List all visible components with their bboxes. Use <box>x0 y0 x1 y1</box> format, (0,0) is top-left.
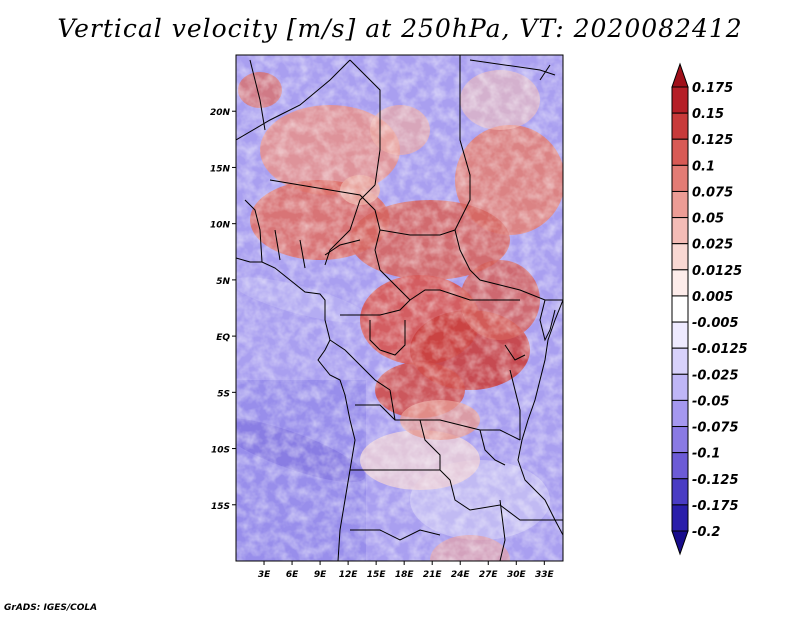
lat-label: 10S <box>211 446 230 456</box>
longitude-axis: 3E 6E 9E 12E 15E 18E 21E 24E 27E 30E 33E <box>258 561 555 580</box>
lat-label: 20N <box>210 108 231 118</box>
colorbar-segment <box>671 426 689 454</box>
lon-label: 12E <box>339 570 359 580</box>
lon-label: 30E <box>507 570 527 580</box>
colorbar-label: -0.0125 <box>692 342 748 357</box>
colorbar-label: -0.175 <box>692 499 739 514</box>
colorbar-segment <box>671 347 689 375</box>
colorbar-segment <box>671 399 689 428</box>
colorbar-segment <box>671 217 689 245</box>
latitude-axis: 20N 15N 10N 5N EQ 5S 10S 15S <box>210 108 236 512</box>
colorbar-label: 0.1 <box>692 159 715 174</box>
colorbar-label: 0.005 <box>692 290 733 305</box>
lon-label: 27E <box>479 570 499 580</box>
colorbar-label: 0.15 <box>692 107 724 122</box>
colorbar-label: -0.005 <box>692 316 739 331</box>
colorbar-label: -0.05 <box>692 394 729 409</box>
lon-label: 24E <box>451 570 471 580</box>
colorbar-segment <box>671 321 689 349</box>
colorbar-label: 0.125 <box>692 133 733 148</box>
lon-label: 9E <box>314 570 327 580</box>
colorbar-segment <box>671 269 689 297</box>
colorbar-segment <box>671 373 689 401</box>
colorbar-label: 0.075 <box>692 185 733 200</box>
lat-label: 15S <box>211 502 230 512</box>
colorbar-segment <box>671 452 689 480</box>
colorbar-label: 0.025 <box>692 238 733 253</box>
map-frame <box>235 54 564 562</box>
colorbar-label: -0.1 <box>692 447 720 462</box>
colorbar-label: -0.025 <box>692 368 739 383</box>
colorbar-segment <box>671 164 689 192</box>
colorbar-segment <box>671 243 689 271</box>
grads-credit: GrADS: IGES/COLA <box>4 603 98 613</box>
lat-label: 5N <box>216 277 230 287</box>
lon-label: 21E <box>423 570 443 580</box>
colorbar: 0.175 0.15 0.125 0.1 0.075 0.05 0.025 0.0125 0.0… <box>671 62 748 556</box>
lon-label: 18E <box>395 570 415 580</box>
chart-title: Vertical velocity [m/s] at 250hPa, VT: 2… <box>57 14 743 43</box>
country-borders <box>236 55 563 561</box>
colorbar-label: 0.175 <box>692 81 733 96</box>
colorbar-label: 0.0125 <box>692 264 742 279</box>
velocity-field <box>236 55 563 561</box>
lat-label: 15N <box>210 164 231 174</box>
lat-label: 5S <box>217 389 230 399</box>
lon-label: 15E <box>367 570 387 580</box>
colorbar-segment <box>671 295 689 323</box>
colorbar-label: -0.125 <box>692 473 739 488</box>
lat-label: 10N <box>210 221 231 231</box>
lat-label: EQ <box>216 333 230 343</box>
colorbar-label: -0.075 <box>692 421 739 436</box>
colorbar-segment <box>671 504 689 532</box>
colorbar-segment <box>671 138 689 166</box>
lon-label: 33E <box>535 570 555 580</box>
colorbar-segment <box>671 190 689 219</box>
lon-label: 6E <box>286 570 299 580</box>
lon-label: 3E <box>258 570 271 580</box>
colorbar-segment <box>671 478 689 506</box>
colorbar-segment <box>671 86 689 114</box>
colorbar-bottom-arrow <box>671 530 689 556</box>
colorbar-segment <box>671 112 689 140</box>
colorbar-label: -0.2 <box>692 525 720 540</box>
colorbar-label: 0.05 <box>692 212 724 227</box>
colorbar-top-arrow <box>671 62 689 88</box>
